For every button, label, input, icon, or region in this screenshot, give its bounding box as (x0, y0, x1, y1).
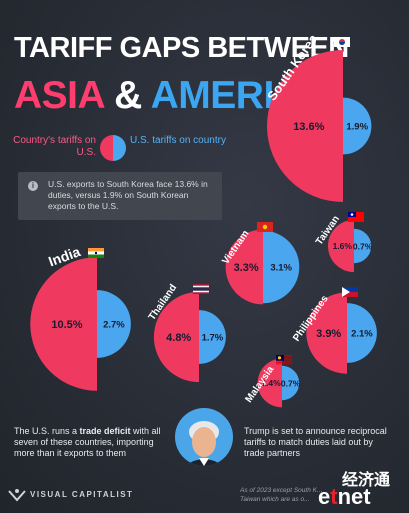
footer-right-text: Trump is set to announce reciprocal tari… (244, 426, 387, 458)
source-note: As of 2023 except South K... Taiwan whic… (240, 487, 323, 503)
title-line-1: TARIFF GAPS BETWEEN (14, 32, 349, 64)
watermark-etnet: etnet (318, 484, 371, 510)
footer-left-pre: The U.S. runs a (14, 426, 80, 436)
taiwan-us-half (354, 228, 372, 264)
india-asia-half (30, 257, 98, 391)
visual-capitalist-logo-icon (8, 489, 26, 502)
taiwan-asia-value: 1.6% (333, 241, 353, 251)
thailand-us-value: 1.7% (202, 333, 224, 344)
south-korea-us-half (343, 97, 372, 155)
vietnam-us-half (263, 230, 300, 304)
india-asia-value: 10.5% (51, 319, 82, 331)
taiwan-asia-half (327, 219, 354, 273)
footer-left-post: with all seven of these countries, impor… (14, 426, 161, 458)
south-korea-asia-half (267, 50, 343, 202)
malaysia-flag (276, 355, 292, 365)
vietnam-flag (257, 222, 273, 232)
malaysia-us-value: 0.7% (281, 379, 301, 389)
title-asia: ASIA (14, 74, 104, 117)
malaysia-us-half (282, 365, 300, 401)
info-callout: i U.S. exports to South Korea face 13.6%… (18, 172, 222, 220)
legend-split-dot (100, 135, 126, 161)
thailand-asia-value: 4.8% (166, 332, 191, 344)
philippines-us-value: 2.1% (351, 329, 373, 340)
south-korea-asia-value: 13.6% (293, 121, 324, 133)
legend-right-label: U.S. tariffs on country (130, 135, 226, 146)
watermark-t: t (330, 484, 338, 509)
taiwan-flag (348, 212, 364, 222)
taiwan-us-value: 0.7% (353, 242, 373, 252)
legend: Country's tariffs on U.S. U.S. tariffs o… (13, 133, 274, 169)
trump-portrait (175, 408, 233, 466)
footer-left-bold: trade deficit (79, 426, 131, 436)
watermark-e: e (318, 484, 331, 509)
malaysia-asia-value: 1.4% (261, 378, 281, 388)
vietnam-asia-half (225, 229, 263, 305)
legend-left-label: Country's tariffs on U.S. (13, 135, 96, 158)
thailand-flag (193, 284, 209, 294)
india-flag (88, 248, 104, 258)
info-icon: i (28, 181, 38, 191)
philippines-flag (342, 287, 358, 297)
portrait-illustration (185, 421, 223, 466)
vietnam-asia-value: 3.3% (234, 262, 259, 274)
brand-name: VISUAL CAPITALIST (30, 490, 134, 499)
malaysia-asia-half (257, 358, 282, 408)
philippines-asia-value: 3.9% (316, 328, 341, 340)
info-text: U.S. exports to South Korea face 13.6% i… (48, 179, 208, 211)
title-ampersand: & (114, 74, 142, 117)
india-us-value: 2.7% (103, 320, 125, 331)
thailand-us-half (199, 310, 226, 364)
south-korea-flag (334, 37, 350, 47)
vietnam-us-value: 3.1% (270, 263, 292, 274)
india-us-half (97, 290, 131, 358)
south-korea-us-value: 1.9% (346, 122, 368, 133)
philippines-asia-half (306, 292, 347, 374)
footer-left-text: The U.S. runs a trade deficit with all s… (14, 426, 164, 459)
philippines-us-half (347, 303, 377, 363)
watermark-net: net (337, 484, 371, 509)
thailand-asia-half (153, 291, 199, 383)
watermark-chinese: 经济通 (342, 472, 391, 489)
